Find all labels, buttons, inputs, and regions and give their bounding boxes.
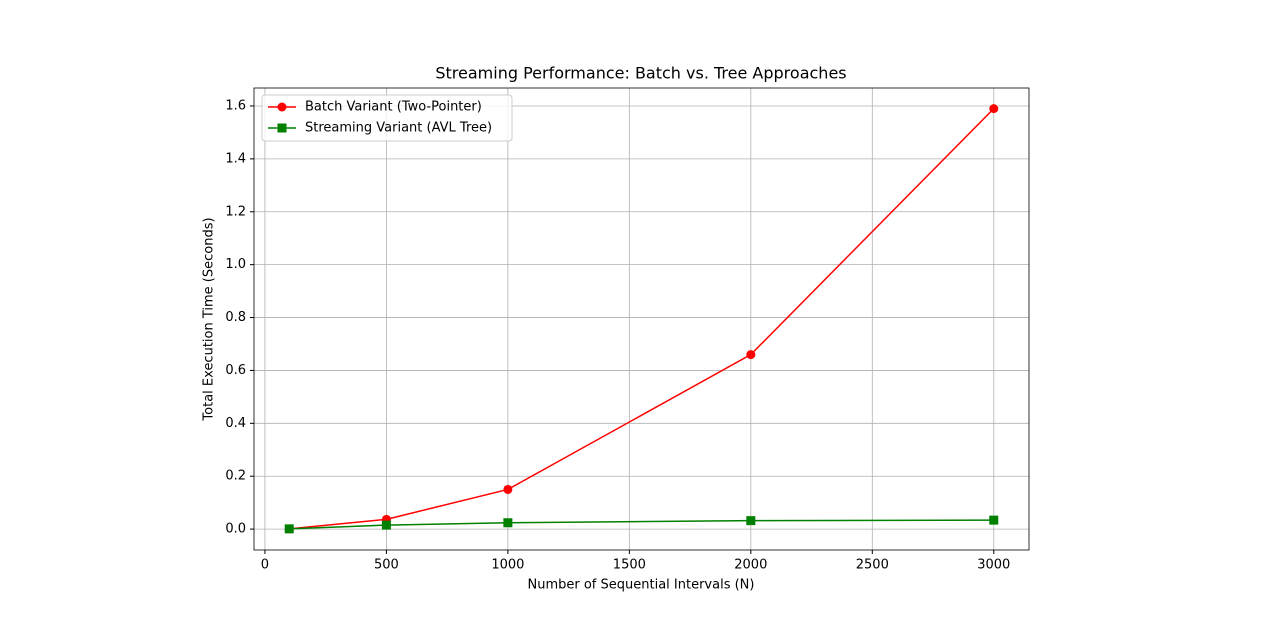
y-tick-label: 1.0 — [225, 257, 246, 272]
legend-label: Batch Variant (Two-Pointer) — [305, 100, 482, 115]
y-tick-label: 0.0 — [225, 522, 246, 537]
x-tick-label: 500 — [374, 558, 399, 573]
marker — [746, 516, 756, 526]
legend-label: Streaming Variant (AVL Tree) — [305, 121, 492, 136]
y-tick-label: 0.4 — [225, 416, 246, 431]
y-tick-label: 0.2 — [225, 469, 246, 484]
marker — [989, 104, 999, 114]
x-tick-label: 0 — [261, 558, 269, 573]
y-axis-label: Total Execution Time (Seconds) — [202, 217, 217, 421]
y-tick-label: 1.2 — [225, 204, 246, 219]
x-axis-label: Number of Sequential Intervals (N) — [528, 578, 755, 593]
marker — [503, 484, 513, 494]
legend-marker — [277, 123, 287, 133]
series-line — [289, 108, 995, 530]
y-tick-label: 1.6 — [225, 98, 246, 113]
plot-frame — [253, 87, 1030, 551]
legend-box — [261, 94, 513, 142]
x-tick-label: 3000 — [977, 558, 1010, 573]
marker — [503, 518, 513, 528]
series-line — [289, 519, 994, 530]
x-tick-label: 2000 — [734, 558, 767, 573]
chart-title: Streaming Performance: Batch vs. Tree Ap… — [435, 64, 846, 83]
marker — [746, 350, 756, 360]
x-tick-label: 1000 — [491, 558, 524, 573]
y-tick-label: 0.6 — [225, 363, 246, 378]
legend: Batch Variant (Two-Pointer) Streaming Var… — [261, 94, 513, 142]
x-tick-label: 2500 — [856, 558, 889, 573]
marker — [284, 524, 294, 534]
y-tick-label: 1.4 — [225, 151, 246, 166]
marker — [381, 520, 391, 530]
x-tick-label: 1500 — [613, 558, 646, 573]
marker — [989, 515, 999, 525]
y-tick-label: 0.8 — [225, 310, 246, 325]
legend-marker — [277, 102, 287, 112]
